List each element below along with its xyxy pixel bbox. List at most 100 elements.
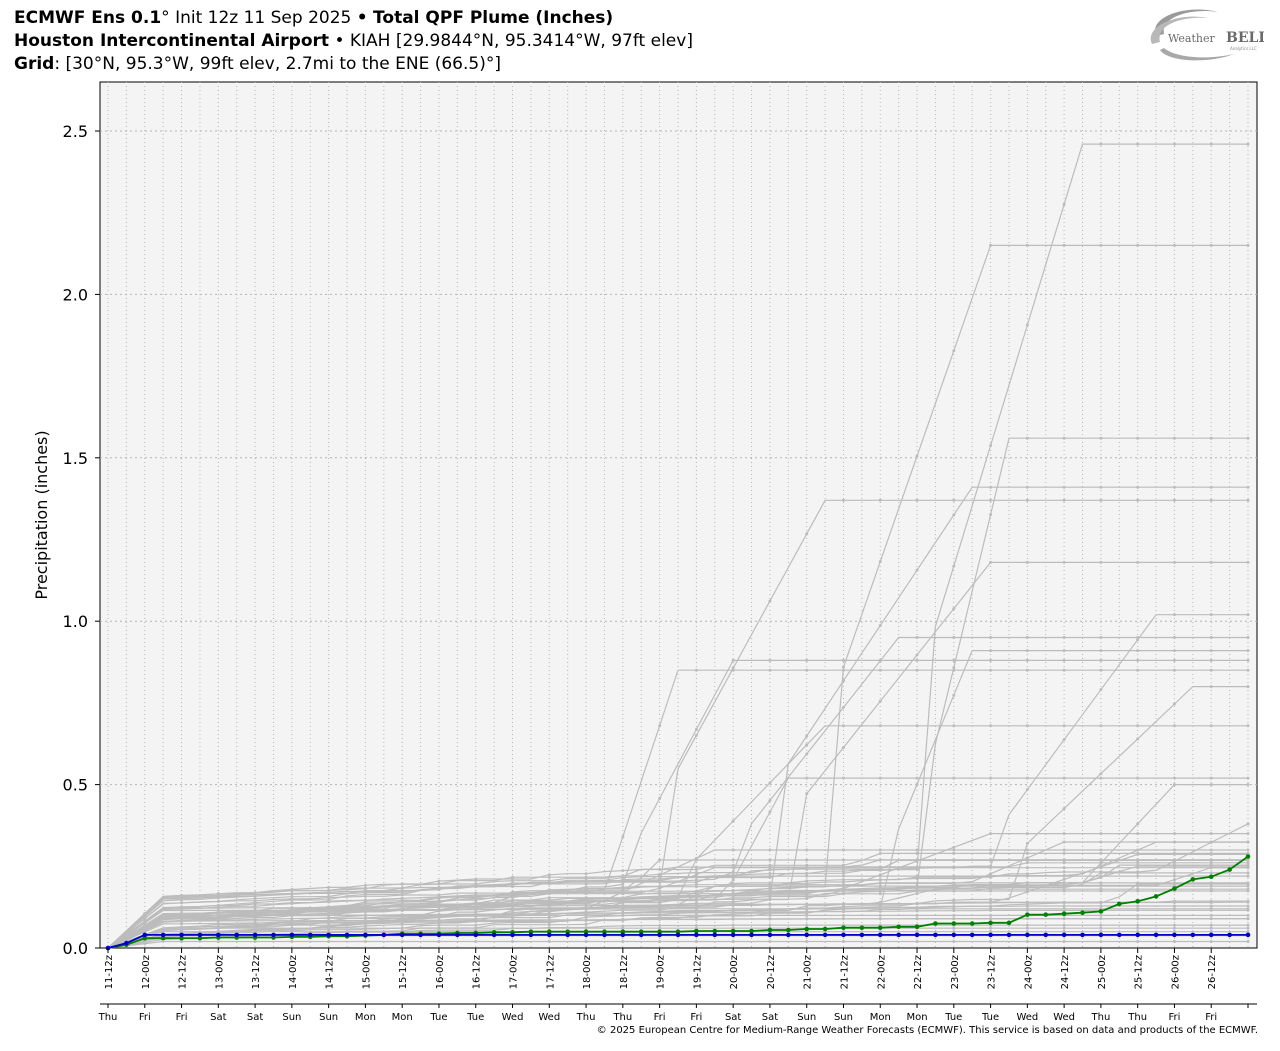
control-point (1245, 932, 1251, 938)
member-point (841, 866, 845, 870)
member-point (290, 908, 294, 912)
member-point (327, 913, 331, 917)
member-point (878, 939, 882, 943)
member-point (290, 898, 294, 902)
member-point (989, 658, 993, 662)
member-point (878, 848, 882, 852)
member-point (1062, 560, 1066, 564)
member-point (731, 875, 735, 879)
member-point (658, 916, 662, 920)
member-point (547, 916, 551, 920)
member-point (437, 908, 441, 912)
member-point (878, 913, 882, 917)
member-point (805, 906, 809, 910)
member-point (1025, 884, 1029, 888)
member-point (1099, 560, 1103, 564)
member-point (658, 858, 662, 862)
mean-point (528, 929, 534, 934)
member-point (143, 920, 147, 924)
member-point (878, 878, 882, 882)
x-day-label: Mon (870, 1012, 891, 1023)
member-point (584, 919, 588, 923)
x-day-label: Sun (319, 1012, 338, 1023)
member-point (1172, 908, 1176, 912)
member-point (768, 874, 772, 878)
member-point (841, 665, 845, 669)
member-point (1099, 848, 1103, 852)
mean-point (1208, 874, 1214, 880)
member-point (253, 904, 257, 908)
member-point (989, 904, 993, 908)
member-point (400, 913, 404, 917)
x-tick-label: 21-12z (839, 955, 850, 989)
member-point (1025, 788, 1029, 792)
mean-point (749, 928, 754, 934)
x-day-label: Mon (906, 1012, 927, 1023)
member-line (107, 914, 1248, 949)
member-line (107, 862, 1248, 949)
member-point (1172, 498, 1176, 502)
member-point (1209, 917, 1213, 921)
member-point (1136, 638, 1140, 642)
member-point (1025, 841, 1029, 845)
member-point (989, 900, 993, 904)
member-point (547, 875, 551, 879)
member-point (952, 930, 956, 934)
member-point (327, 891, 331, 895)
x-day-label: Thu (1091, 1012, 1111, 1023)
member-point (437, 900, 441, 904)
member-point (841, 884, 845, 888)
x-tick-label: 26-12z (1207, 955, 1218, 989)
member-point (952, 939, 956, 943)
control-point (657, 932, 662, 938)
member-point (474, 902, 478, 906)
mean-point (1245, 854, 1251, 859)
member-point (400, 899, 404, 903)
member-point (1099, 917, 1103, 921)
member-line (107, 890, 1248, 949)
member-point (1209, 783, 1213, 787)
member-point (841, 658, 845, 662)
member-point (915, 902, 919, 906)
member-point (805, 871, 809, 875)
member-point (327, 885, 331, 889)
member-point (952, 658, 956, 662)
member-point (327, 916, 331, 920)
member-point (1099, 923, 1103, 927)
member-point (1209, 658, 1213, 662)
member-point (1025, 485, 1029, 489)
mean-point (179, 935, 184, 941)
mean-point (1190, 877, 1196, 882)
member-point (1025, 848, 1029, 852)
member-point (621, 919, 625, 923)
mean-point (767, 927, 773, 933)
member-point (437, 921, 441, 925)
member-point (437, 888, 441, 892)
mean-point (546, 929, 552, 934)
member-point (694, 883, 698, 887)
member-point (180, 912, 184, 916)
member-point (989, 832, 993, 836)
member-point (363, 924, 367, 928)
member-point (1136, 917, 1140, 921)
degree-symbol: ° (161, 8, 170, 28)
x-tick-label: 14-12z (325, 955, 336, 989)
member-point (878, 560, 882, 564)
mean-point (1172, 886, 1177, 891)
x-day-label: Sat (725, 1012, 741, 1023)
member-point (363, 905, 367, 909)
member-point (400, 926, 404, 930)
member-point (1209, 560, 1213, 564)
mean-point (142, 935, 148, 941)
member-point (1062, 840, 1066, 844)
member-point (731, 911, 735, 915)
mean-point (1227, 867, 1232, 872)
member-point (143, 912, 147, 916)
member-point (1246, 899, 1250, 903)
model-name: ECMWF Ens 0.1 (14, 8, 162, 28)
member-point (915, 909, 919, 913)
member-point (1136, 930, 1140, 934)
member-point (768, 923, 772, 927)
control-point (179, 932, 184, 938)
member-point (694, 907, 698, 911)
